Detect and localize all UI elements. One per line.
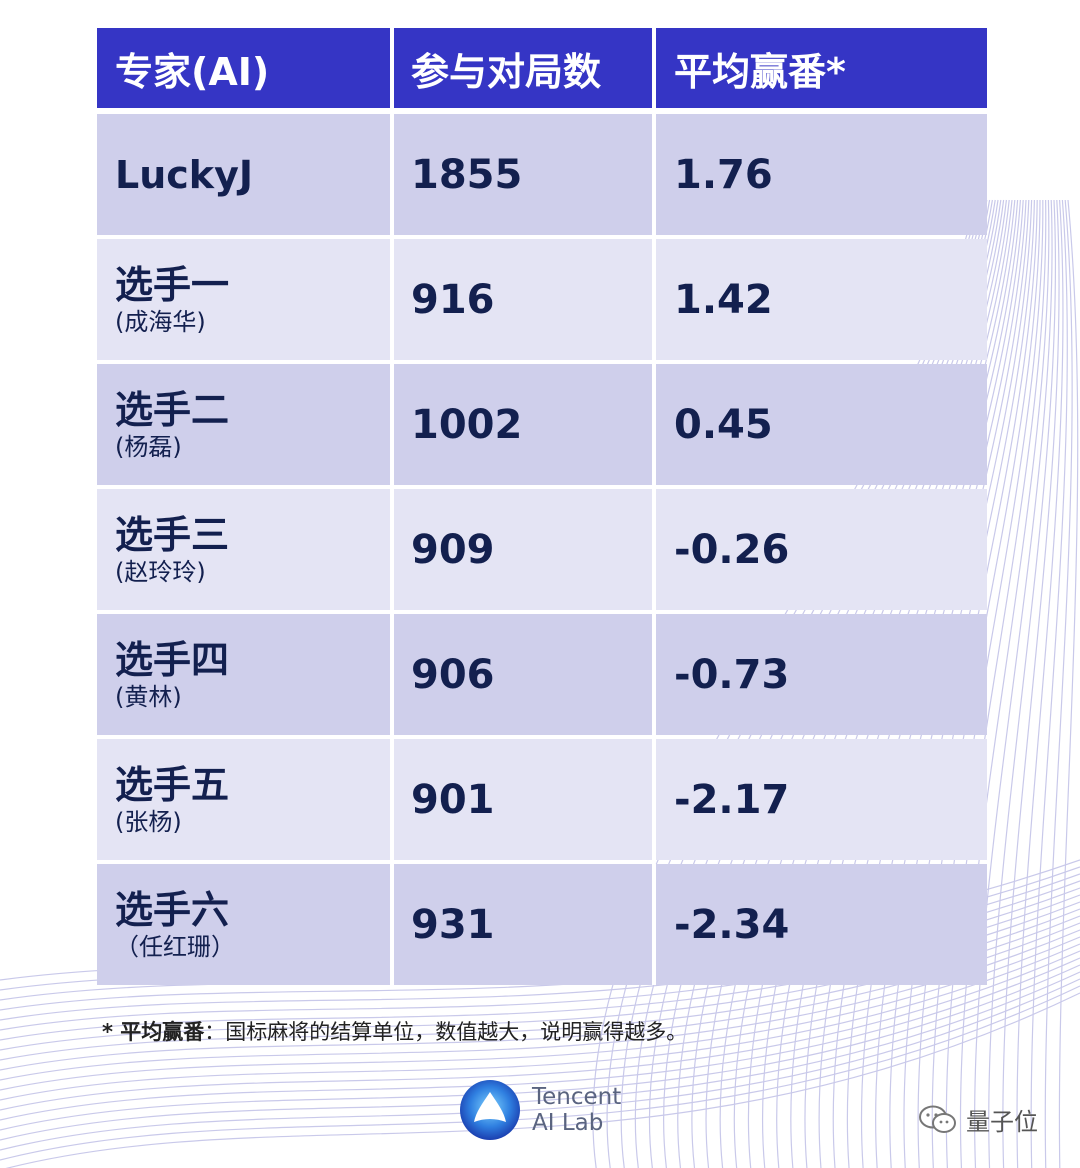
games-count: 901 [411, 776, 495, 823]
wave-line [0, 950, 1080, 1111]
footnote-term: * 平均赢番 [102, 1020, 205, 1044]
player-name: 选手三 [115, 512, 230, 557]
player-name: 选手四 [115, 637, 230, 682]
wave-line [0, 922, 1080, 1071]
table-row: 选手五 (张杨) 901 -2.17 [97, 739, 987, 860]
table-header: 专家(AI) 参与对局数 平均赢番* [97, 28, 987, 108]
games-count: 906 [411, 651, 495, 698]
header-avg-score: 平均赢番* [656, 28, 987, 108]
header-games: 参与对局数 [394, 28, 656, 108]
table-row: 选手六 （任红珊） 931 -2.34 [97, 864, 987, 985]
logo-line1: Tencent [532, 1084, 622, 1110]
avg-score: -2.17 [674, 776, 790, 823]
avg-score: -0.26 [674, 526, 790, 573]
watermark-text: 量子位 [966, 1108, 1038, 1136]
wave-line [1044, 199, 1073, 1168]
avg-score: -0.73 [674, 651, 790, 698]
player-name: 选手五 [115, 762, 230, 807]
wave-line [0, 929, 1080, 1081]
player-name: 选手六 [115, 887, 230, 932]
table-row: 选手三 (赵玲玲) 909 -0.26 [97, 489, 987, 610]
tencent-ai-lab-logo: Tencent AI Lab [458, 1078, 621, 1142]
table-row: 选手一 (成海华) 916 1.42 [97, 239, 987, 360]
games-count: 916 [411, 276, 495, 323]
avg-score: 0.45 [674, 401, 773, 448]
games-count: 909 [411, 526, 495, 573]
wave-line [959, 199, 1050, 1168]
player-name: 选手二 [115, 387, 230, 432]
player-name: LuckyJ [115, 152, 253, 197]
player-real-name: (杨磊) [115, 432, 182, 461]
games-count: 1855 [411, 151, 523, 198]
table-row: 选手二 (杨磊) 1002 0.45 [97, 364, 987, 485]
player-real-name: (张杨) [115, 807, 182, 836]
player-real-name: (黄林) [115, 682, 182, 711]
table-row: 选手四 (黄林) 906 -0.73 [97, 614, 987, 735]
player-real-name: （任红珊） [115, 932, 235, 961]
wave-line [945, 199, 1047, 1168]
logo-line2: AI Lab [532, 1110, 604, 1136]
table-row: LuckyJ 1855 1.76 [97, 114, 987, 235]
header-expert: 专家(AI) [97, 28, 394, 108]
results-table: 专家(AI) 参与对局数 平均赢番* LuckyJ 1855 1.76 选手一(… [97, 28, 987, 989]
player-real-name: (赵玲玲) [115, 557, 206, 586]
wave-line [0, 936, 1080, 1091]
footnote: * 平均赢番：国标麻将的结算单位，数值越大，说明赢得越多。 [102, 1016, 687, 1046]
wechat-icon [919, 1105, 956, 1133]
avg-score: 1.76 [674, 151, 773, 198]
wave-line [1016, 199, 1064, 1168]
wave-line [973, 199, 1053, 1168]
games-count: 1002 [411, 401, 523, 448]
avg-score: 1.42 [674, 276, 773, 323]
player-real-name: (成海华) [115, 307, 206, 336]
wave-line [1002, 199, 1060, 1168]
wave-line [988, 199, 1057, 1168]
footnote-text: ：国标麻将的结算单位，数值越大，说明赢得越多。 [204, 1020, 688, 1044]
tencent-ai-lab-logo-icon [460, 1080, 520, 1140]
player-name: 选手一 [115, 262, 230, 307]
watermark: 量子位 [918, 1102, 1038, 1137]
avg-score: -2.34 [674, 901, 790, 948]
wave-line [0, 943, 1080, 1101]
wave-line [1058, 199, 1079, 1168]
games-count: 931 [411, 901, 495, 948]
wave-line [1030, 199, 1068, 1168]
